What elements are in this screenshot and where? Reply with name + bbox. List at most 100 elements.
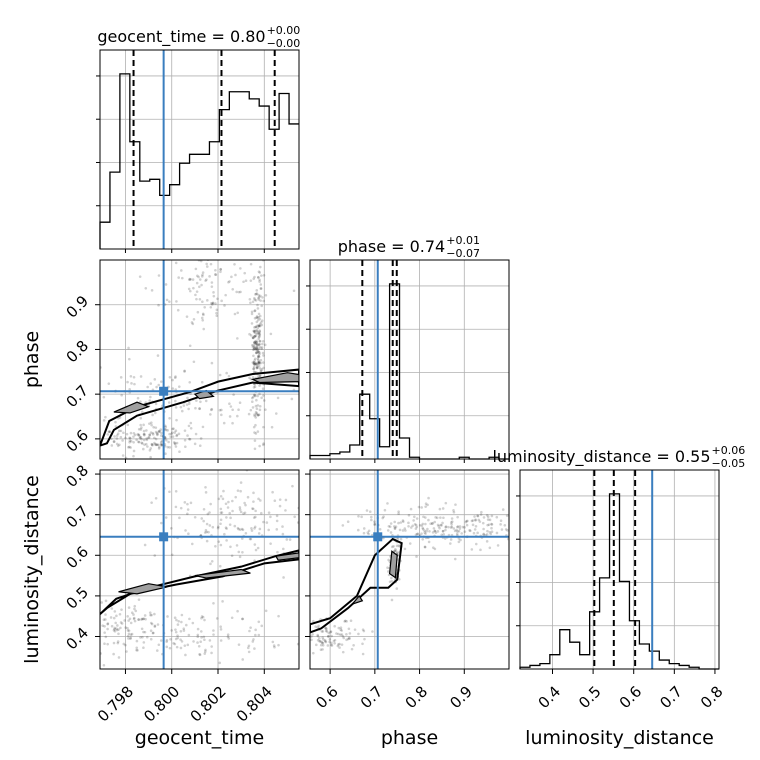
scatter-point: [253, 331, 257, 335]
scatter-point: [107, 430, 111, 433]
scatter-point: [100, 601, 104, 604]
scatter-point: [258, 352, 261, 356]
scatter-point: [137, 433, 140, 437]
scatter-point: [234, 273, 237, 277]
scatter-point: [150, 423, 153, 427]
scatter-point: [361, 642, 364, 646]
scatter-point: [254, 361, 258, 365]
scatter-point: [490, 514, 494, 518]
scatter-point: [230, 616, 234, 620]
scatter-point: [95, 655, 98, 658]
scatter-point: [397, 510, 400, 513]
scatter-point: [262, 274, 266, 277]
scatter-point: [256, 316, 259, 320]
scatter-point: [176, 623, 180, 626]
scatter-point: [396, 537, 400, 541]
scatter-point: [316, 633, 320, 637]
scatter-point: [174, 489, 178, 493]
scatter-point: [244, 531, 248, 535]
scatter-point: [87, 660, 90, 663]
scatter-point: [115, 434, 119, 437]
scatter-point: [212, 633, 215, 636]
scatter-point: [139, 400, 142, 403]
scatter-point: [257, 343, 260, 347]
scatter-point: [200, 517, 204, 520]
scatter-point: [259, 321, 263, 324]
scatter-point: [414, 533, 418, 536]
scatter-point: [248, 332, 251, 336]
scatter-point: [137, 440, 140, 444]
scatter-point: [184, 623, 188, 627]
scatter-point: [330, 634, 333, 638]
scatter-point: [205, 522, 209, 526]
scatter-point: [321, 641, 324, 645]
scatter-point: [269, 332, 273, 336]
scatter-point: [183, 644, 187, 647]
scatter-point: [254, 299, 258, 302]
scatter-point: [337, 626, 341, 630]
scatter-point: [137, 440, 141, 444]
scatter-point: [147, 436, 151, 439]
scatter-point: [132, 435, 135, 438]
scatter-point: [180, 640, 184, 643]
panel-body: [77, 260, 299, 459]
scatter-point: [444, 528, 447, 532]
scatter-point: [316, 638, 320, 642]
scatter-point: [214, 268, 217, 272]
scatter-point: [253, 559, 256, 562]
scatter-point: [217, 540, 221, 543]
scatter-point: [458, 527, 462, 530]
scatter-point: [249, 301, 252, 305]
scatter-point: [139, 375, 143, 378]
scatter-point: [433, 520, 436, 524]
scatter-point: [227, 637, 231, 640]
histogram-phase: phase = 0.74 +0.01−0.07: [306, 234, 510, 460]
scatter-panel-geocent_time-vs-phase: [77, 259, 300, 460]
scatter-point: [316, 626, 319, 629]
scatter-point: [210, 407, 214, 411]
scatter-point: [119, 376, 123, 379]
scatter-point: [275, 528, 279, 531]
scatter-point: [151, 413, 154, 417]
scatter-point: [258, 339, 261, 343]
scatter-point: [168, 432, 171, 436]
scatter-point: [468, 529, 471, 532]
scatter-point: [256, 414, 260, 417]
x-tick-label-phase: 0.7: [357, 682, 387, 712]
scatter-point: [174, 261, 178, 265]
scatter-point: [329, 630, 333, 634]
scatter-point: [198, 407, 201, 410]
scatter-point: [220, 299, 223, 303]
scatter-point: [367, 532, 370, 536]
scatter-point: [110, 607, 114, 610]
scatter-point: [250, 529, 254, 532]
scatter-point: [257, 293, 260, 297]
scatter-point: [153, 554, 157, 557]
scatter-point: [77, 413, 80, 416]
scatter-point: [257, 347, 260, 351]
scatter-point: [169, 435, 173, 439]
scatter-point: [149, 431, 153, 434]
scatter-point: [253, 329, 256, 333]
scatter-point: [153, 441, 156, 445]
y-tick-label-luminosity_distance: 0.7: [63, 502, 93, 532]
scatter-point: [142, 447, 145, 451]
scatter-point: [189, 392, 192, 396]
scatter-point: [103, 631, 106, 634]
scatter-point: [281, 547, 285, 551]
scatter-point: [157, 643, 161, 647]
scatter-point: [257, 312, 261, 316]
scatter-point: [173, 616, 177, 620]
scatter-point: [290, 397, 294, 401]
scatter-point: [151, 443, 154, 447]
scatter-point: [179, 638, 182, 641]
scatter-point: [218, 661, 222, 665]
scatter-point: [124, 456, 128, 459]
scatter-point: [149, 637, 153, 641]
scatter-point: [394, 547, 397, 551]
scatter-point: [253, 345, 256, 349]
scatter-point: [350, 647, 354, 651]
histogram-luminosity_distance: luminosity_distance = 0.55 +0.06−0.05: [492, 444, 745, 670]
scatter-point: [215, 617, 219, 620]
scatter-point: [236, 526, 240, 530]
